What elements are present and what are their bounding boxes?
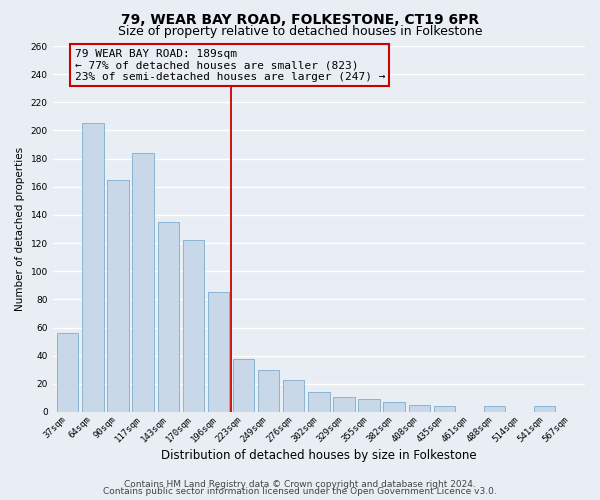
Bar [233,358,254,412]
Bar [409,405,430,412]
Bar [383,402,405,412]
Bar [107,180,128,412]
Text: Contains public sector information licensed under the Open Government Licence v3: Contains public sector information licen… [103,488,497,496]
Bar [283,380,304,412]
Bar [208,292,229,412]
Bar [133,153,154,412]
Bar [333,396,355,412]
Bar [158,222,179,412]
Bar [57,333,79,412]
Bar [534,406,556,412]
Text: Size of property relative to detached houses in Folkestone: Size of property relative to detached ho… [118,25,482,38]
Y-axis label: Number of detached properties: Number of detached properties [15,147,25,311]
X-axis label: Distribution of detached houses by size in Folkestone: Distribution of detached houses by size … [161,450,476,462]
Text: 79, WEAR BAY ROAD, FOLKESTONE, CT19 6PR: 79, WEAR BAY ROAD, FOLKESTONE, CT19 6PR [121,12,479,26]
Text: 79 WEAR BAY ROAD: 189sqm
← 77% of detached houses are smaller (823)
23% of semi-: 79 WEAR BAY ROAD: 189sqm ← 77% of detach… [74,49,385,82]
Bar [82,124,104,412]
Text: Contains HM Land Registry data © Crown copyright and database right 2024.: Contains HM Land Registry data © Crown c… [124,480,476,489]
Bar [484,406,505,412]
Bar [182,240,204,412]
Bar [358,400,380,412]
Bar [308,392,329,412]
Bar [258,370,279,412]
Bar [434,406,455,412]
